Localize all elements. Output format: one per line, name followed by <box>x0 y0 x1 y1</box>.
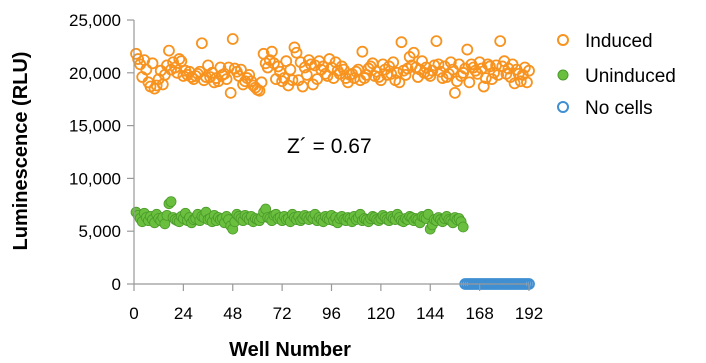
point-induced <box>335 60 348 73</box>
legend-label-uninduced: Uninduced <box>585 66 676 87</box>
point-induced <box>317 60 330 73</box>
legend-item-uninduced: Uninduced <box>557 66 676 87</box>
point-induced <box>132 53 145 65</box>
point-induced <box>323 53 336 65</box>
y-axis-title: Luminescence (RLU) <box>10 52 32 251</box>
point-induced <box>235 63 247 76</box>
legend-label-no-cells: No cells <box>585 98 653 119</box>
y-tick-label: 25,000 <box>69 11 121 30</box>
point-uninduced <box>457 221 469 233</box>
point-induced <box>444 56 457 69</box>
point-induced <box>461 43 474 56</box>
series-uninduced <box>130 196 469 235</box>
series-layer <box>130 33 535 290</box>
point-induced <box>494 35 507 48</box>
series-induced <box>130 33 535 99</box>
x-tick-label: 0 <box>129 304 138 323</box>
point-induced <box>463 76 476 89</box>
point-induced <box>130 47 142 60</box>
point-induced <box>255 76 268 89</box>
point-induced <box>300 69 313 81</box>
point-induced <box>477 80 490 93</box>
point-induced <box>173 53 186 65</box>
point-induced <box>479 72 492 84</box>
point-induced <box>399 69 412 81</box>
legend-label-induced: Induced <box>585 31 653 52</box>
point-induced <box>226 33 239 45</box>
x-tick-label: 96 <box>322 304 341 323</box>
point-induced <box>356 45 369 58</box>
y-axis-ticks: 0 5,000 10,000 15,000 20,000 25,000 <box>69 11 134 294</box>
x-tick-label: 144 <box>416 304 444 323</box>
point-induced <box>195 37 208 50</box>
legend-marker-no-cells <box>557 101 569 113</box>
legend-marker-induced <box>557 34 569 46</box>
y-tick-label: 5,000 <box>78 222 121 241</box>
legend-marker-uninduced <box>557 69 569 81</box>
x-tick-label: 72 <box>273 304 292 323</box>
point-induced <box>387 56 400 69</box>
point-induced <box>514 75 527 88</box>
point-induced <box>288 41 301 54</box>
x-tick-label: 120 <box>367 304 395 323</box>
plot-area: 0 5,000 10,000 15,000 20,000 25,000 0 24 48 72 96… <box>69 11 543 323</box>
point-induced <box>224 86 237 99</box>
point-induced <box>521 76 533 89</box>
point-induced <box>430 35 443 48</box>
y-tick-label: 15,000 <box>69 117 121 136</box>
point-induced <box>393 76 406 89</box>
point-induced <box>150 79 163 92</box>
point-induced <box>175 55 188 68</box>
point-induced <box>311 73 324 86</box>
point-induced <box>140 63 153 76</box>
z-prime-annotation: Z´ = 0.67 <box>287 135 372 158</box>
point-induced <box>253 84 266 97</box>
legend-item-induced: Induced <box>557 31 653 52</box>
point-induced <box>449 86 461 99</box>
point-induced <box>146 57 159 70</box>
x-tick-label: 192 <box>515 304 543 323</box>
legend: Induced Uninduced No cells <box>557 31 676 119</box>
point-induced <box>163 44 175 57</box>
point-induced <box>473 56 486 69</box>
y-tick-label: 20,000 <box>69 64 121 83</box>
legend-item-no-cells: No cells <box>557 98 653 119</box>
point-induced <box>265 45 278 58</box>
point-induced <box>407 46 420 59</box>
point-induced <box>508 77 521 90</box>
point-induced <box>284 63 297 76</box>
point-induced <box>167 56 179 69</box>
point-induced <box>220 73 233 86</box>
point-induced <box>243 69 256 81</box>
x-tick-label: 168 <box>465 304 493 323</box>
point-induced <box>440 71 453 83</box>
x-axis-title: Well Number <box>229 339 351 361</box>
x-tick-label: 48 <box>223 304 242 323</box>
point-uninduced <box>165 196 177 208</box>
point-induced <box>432 58 445 71</box>
point-induced <box>286 74 299 87</box>
point-induced <box>426 64 439 77</box>
point-induced <box>395 36 408 49</box>
point-induced <box>523 64 535 77</box>
point-induced <box>272 60 284 73</box>
x-tick-label: 24 <box>174 304 193 323</box>
y-tick-label: 10,000 <box>69 169 121 188</box>
point-induced <box>481 58 494 71</box>
point-induced <box>424 70 437 82</box>
point-induced <box>372 71 385 83</box>
point-induced <box>290 46 303 59</box>
x-axis-ticks: 0 24 48 72 96 120 144 168 192 <box>129 284 543 323</box>
y-tick-label: 0 <box>112 275 121 294</box>
